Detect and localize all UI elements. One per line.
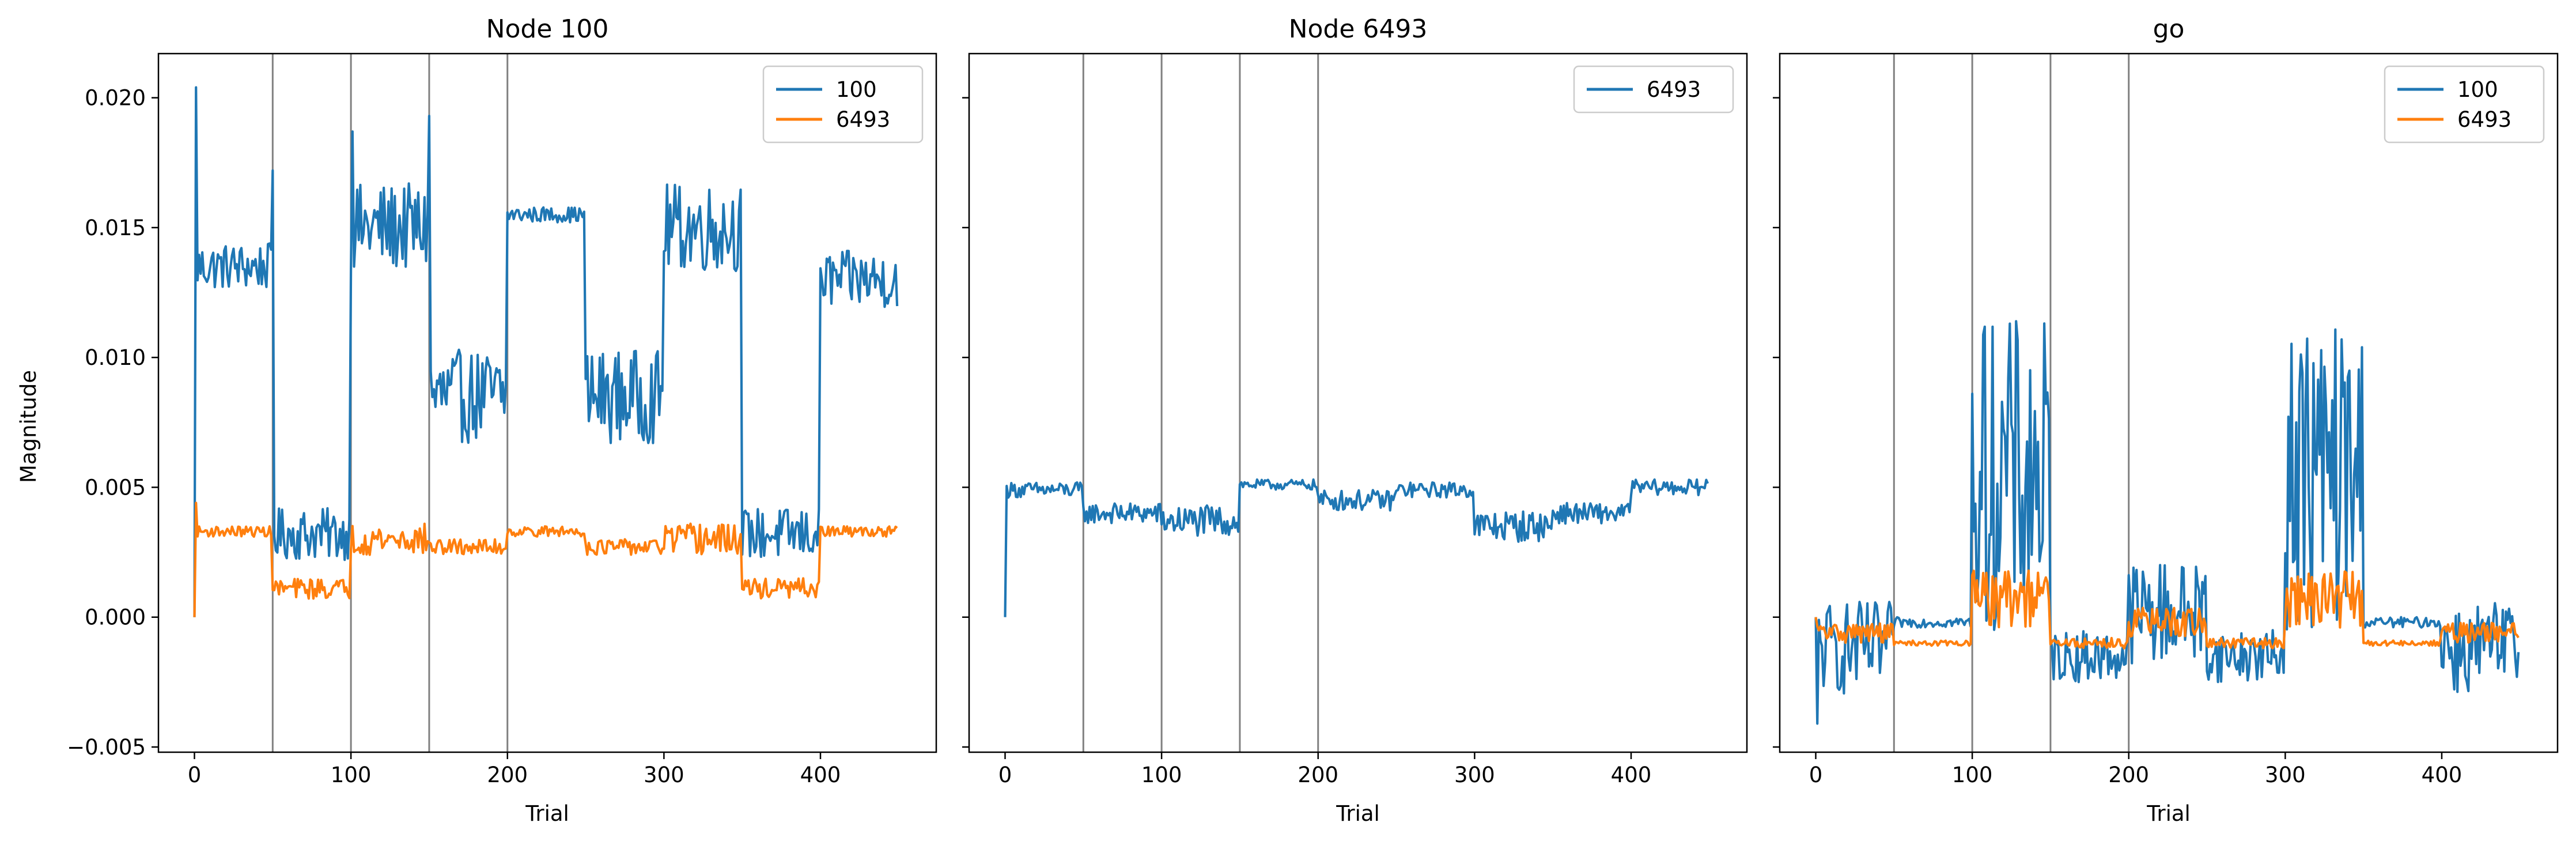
- x-tick-label: 200: [487, 763, 528, 787]
- y-tick-label: 0.010: [85, 345, 146, 370]
- series-line-100: [193, 86, 899, 617]
- x-tick-label: 0: [1809, 763, 1823, 787]
- chart-panel-3: 0 100 200 300 400 go Trial 100 6493: [1773, 14, 2559, 826]
- plot-frame: [1779, 52, 2559, 753]
- legend: 6493: [1573, 65, 1734, 114]
- y-tick-label: 0.020: [85, 86, 146, 111]
- legend-label: 6493: [2457, 107, 2511, 132]
- chart-panel-2: 0 100 200 300 400 Node 6493 Trial 6493: [962, 14, 1748, 826]
- x-tick-label: 100: [331, 763, 372, 787]
- y-axis-label: Magnitude: [16, 370, 41, 483]
- legend-label: 100: [2457, 77, 2498, 102]
- legend-box: [2384, 65, 2545, 144]
- x-axis-label: Trial: [2146, 801, 2191, 826]
- x-tick-label: 0: [188, 763, 202, 787]
- legend-label: 100: [836, 77, 877, 102]
- x-tick-label: 400: [800, 763, 841, 787]
- legend: 100 6493: [762, 65, 924, 144]
- y-tick-label: 0.015: [85, 216, 146, 240]
- x-tick-label: 100: [1141, 763, 1182, 787]
- x-tick-label: 400: [1611, 763, 1652, 787]
- plot-frame: [157, 52, 937, 753]
- chart-panel-1: 0 100 200 300 400 −0.005 0.000 0.005 0.010 0.015 0…: [67, 14, 937, 826]
- series-line-6493: [1004, 478, 1709, 617]
- plot-frame: [968, 52, 1748, 753]
- legend-box: [762, 65, 924, 144]
- series-line-6493: [193, 501, 898, 617]
- x-tick-label: 200: [1298, 763, 1338, 787]
- panels: 0 100 200 300 400 −0.005 0.000 0.005 0.010 0.015 0…: [67, 14, 2559, 826]
- x-axis-label: Trial: [525, 801, 569, 826]
- x-tick-label: 400: [2422, 763, 2462, 787]
- legend: 100 6493: [2384, 65, 2545, 144]
- y-tick-label: 0.000: [85, 605, 146, 630]
- x-tick-label: 0: [998, 763, 1012, 787]
- x-tick-label: 100: [1952, 763, 1993, 787]
- legend-label: 6493: [1647, 77, 1701, 102]
- x-tick-label: 300: [644, 763, 684, 787]
- legend-label: 6493: [836, 107, 890, 132]
- x-tick-label: 300: [2265, 763, 2306, 787]
- series-line-6493: [1814, 569, 2520, 650]
- x-axis-label: Trial: [1336, 801, 1380, 826]
- legend-box: [1573, 65, 1734, 114]
- panel-title: go: [2153, 14, 2185, 44]
- panel-title: Node 6493: [1289, 14, 1428, 44]
- panel-title: Node 100: [486, 14, 609, 44]
- y-tick-label: 0.005: [85, 475, 146, 500]
- x-tick-label: 200: [2108, 763, 2149, 787]
- y-tick-label: −0.005: [67, 735, 146, 760]
- series-line-100: [1814, 320, 2520, 725]
- x-tick-label: 300: [1454, 763, 1495, 787]
